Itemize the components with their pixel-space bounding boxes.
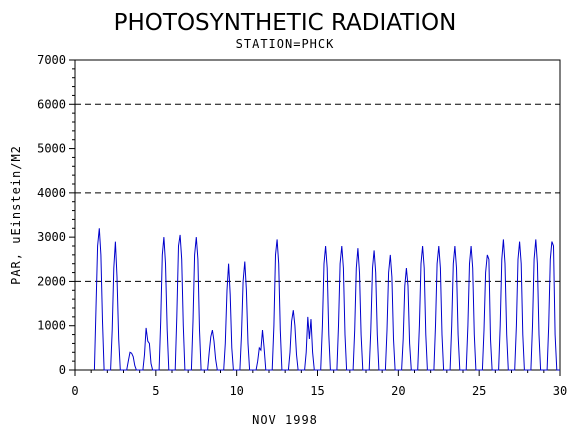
y-tick-label: 1000 xyxy=(37,319,66,333)
x-tick-label: 10 xyxy=(229,384,243,398)
x-tick-label: 20 xyxy=(391,384,405,398)
y-tick-label: 5000 xyxy=(37,142,66,156)
y-tick-label: 6000 xyxy=(37,97,66,111)
y-tick-label: 0 xyxy=(59,363,66,377)
reference-lines xyxy=(75,103,560,282)
chart-title: PHOTOSYNTHETIC RADIATION xyxy=(114,10,457,36)
x-tick-label: 5 xyxy=(152,384,159,398)
series-layer xyxy=(93,228,560,371)
y-tick-label: 4000 xyxy=(37,186,66,200)
y-axis-label: PAR, uEinstein/M2 xyxy=(9,145,23,285)
x-tick-label: 25 xyxy=(472,384,486,398)
y-axis-ticks: 0 1000 2000 3000 4000 5000 6000 7000 xyxy=(37,53,75,377)
series-line xyxy=(93,228,560,371)
y-tick-label: 3000 xyxy=(37,230,66,244)
x-tick-label: 30 xyxy=(553,384,567,398)
y-tick-label: 7000 xyxy=(37,53,66,67)
x-tick-label: 15 xyxy=(310,384,324,398)
x-tick-label: 0 xyxy=(71,384,78,398)
x-axis-label: NOV 1998 xyxy=(252,413,318,427)
plot-frame xyxy=(74,59,561,371)
x-axis-ticks: 0 5 10 15 20 25 30 xyxy=(71,370,567,398)
y-tick-label: 2000 xyxy=(37,274,66,288)
chart-subtitle: STATION=PHCK xyxy=(236,37,335,51)
